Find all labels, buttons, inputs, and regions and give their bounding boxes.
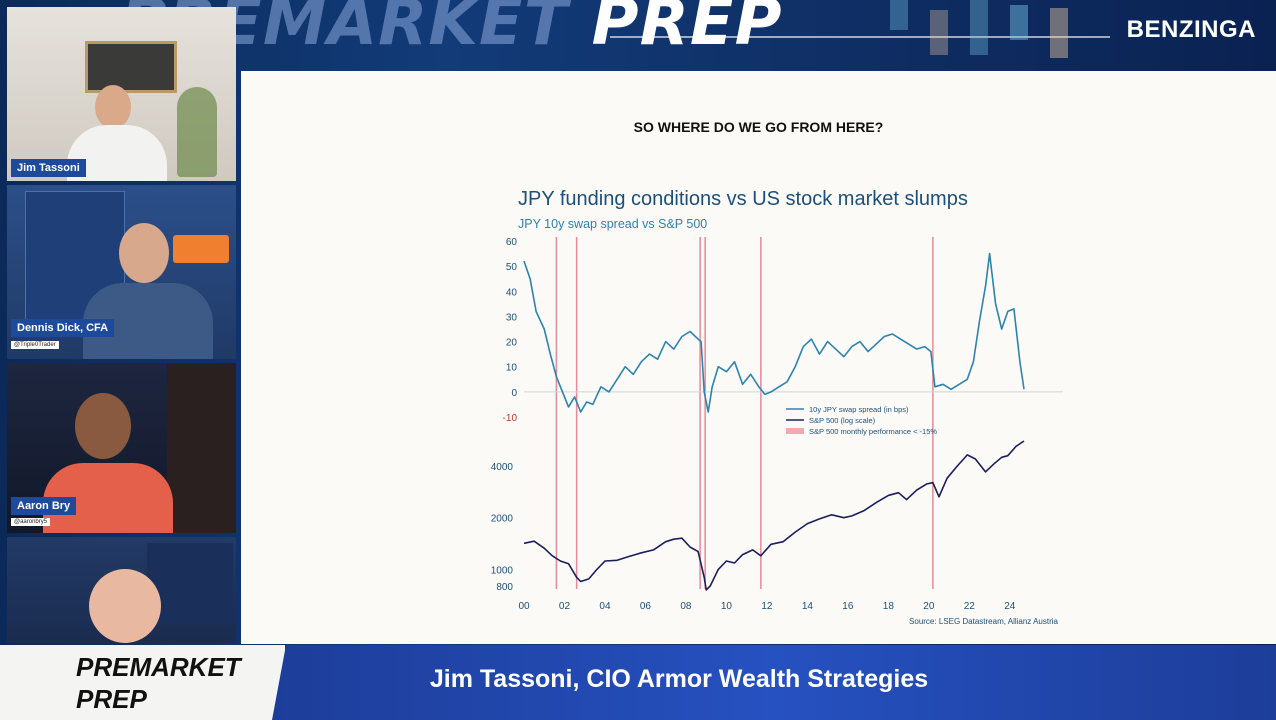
x-tick-label: 00	[518, 601, 530, 612]
plant	[177, 87, 217, 177]
legend-label: 10y JPY swap spread (in bps)	[809, 405, 909, 414]
backdrop-banner	[147, 543, 233, 623]
x-tick-label: 22	[964, 601, 976, 612]
lower-third-logo-panel	[0, 645, 285, 720]
series-line-jpy-swap-spread	[523, 252, 1025, 413]
lower-third-caption-bar	[272, 645, 1276, 720]
bottom-y-tick-label: 800	[496, 582, 513, 593]
bottom-y-tick-label: 2000	[491, 514, 514, 525]
top-y-tick-label: 10	[506, 363, 518, 374]
x-tick-label: 04	[599, 601, 611, 612]
top-y-tick-label: -10	[503, 413, 518, 424]
person-head	[75, 393, 131, 459]
x-tick-label: 18	[883, 601, 895, 612]
chart-source: Source: LSEG Datastream, Allianz Austria	[909, 617, 1059, 626]
x-tick-label: 02	[559, 601, 571, 612]
premarket-prep-logo-line2: PREP	[76, 684, 147, 714]
bottom-y-tick-label: 4000	[491, 462, 514, 473]
x-tick-label: 20	[923, 601, 935, 612]
top-y-tick-label: 40	[506, 287, 518, 298]
participant-name-tag: Jim Tassoni	[11, 159, 86, 177]
top-y-tick-label: 60	[506, 237, 518, 248]
x-tick-label: 12	[761, 601, 773, 612]
person-head	[89, 569, 161, 643]
legend-label: S&P 500 (log scale)	[809, 416, 876, 425]
candlestick-decoration	[890, 0, 1068, 58]
x-tick-label: 08	[680, 601, 692, 612]
x-tick-label: 10	[721, 601, 733, 612]
webcam-tile-3[interactable]: Aaron Bry @aaronbry5	[7, 363, 236, 533]
person-head	[95, 85, 131, 129]
guest-caption: Jim Tassoni, CIO Armor Wealth Strategies	[429, 665, 929, 693]
chart-title: JPY funding conditions vs US stock marke…	[518, 188, 968, 210]
benzinga-sign	[173, 235, 229, 263]
webcam-tile-4[interactable]	[7, 537, 236, 643]
top-y-tick-label: 50	[506, 262, 518, 273]
premarket-prep-logo-line1: PREMARKET	[76, 652, 241, 682]
series-line-sp500	[523, 440, 1025, 591]
x-tick-label: 06	[640, 601, 652, 612]
webcam-tile-1[interactable]: Jim Tassoni	[7, 7, 236, 181]
chart-subtitle: JPY 10y swap spread vs S&P 500	[518, 217, 707, 231]
bookshelf	[167, 363, 236, 533]
webcam-tile-2[interactable]: Dennis Dick, CFA @Triple0Trader	[7, 185, 236, 359]
participant-name-tag: Dennis Dick, CFA	[11, 319, 115, 337]
benzinga-logo: BENZINGA	[1126, 16, 1256, 43]
top-y-tick-label: 0	[511, 388, 517, 399]
top-y-tick-label: 20	[506, 338, 518, 349]
chart-canvas: JPY funding conditions vs US stock marke…	[491, 188, 1063, 626]
banner-divider	[610, 36, 1110, 38]
participant-handle: @Triple0Trader	[11, 341, 59, 349]
wall-map-picture	[85, 41, 177, 93]
presentation-slide: SO WHERE DO WE GO FROM HERE? JPY funding…	[241, 71, 1276, 644]
bottom-y-tick-label: 1000	[491, 565, 514, 576]
participant-handle: @aaronbry5	[11, 518, 51, 526]
top-y-tick-label: 30	[506, 312, 518, 323]
legend-label: S&P 500 monthly performance < -15%	[809, 427, 937, 436]
x-tick-label: 14	[802, 601, 814, 612]
slide-heading: SO WHERE DO WE GO FROM HERE?	[633, 119, 884, 135]
x-tick-label: 24	[1004, 601, 1016, 612]
person-head	[119, 223, 169, 283]
participant-name-tag: Aaron Bry	[11, 497, 77, 515]
legend-swatch-band	[786, 428, 804, 434]
x-tick-label: 16	[842, 601, 854, 612]
